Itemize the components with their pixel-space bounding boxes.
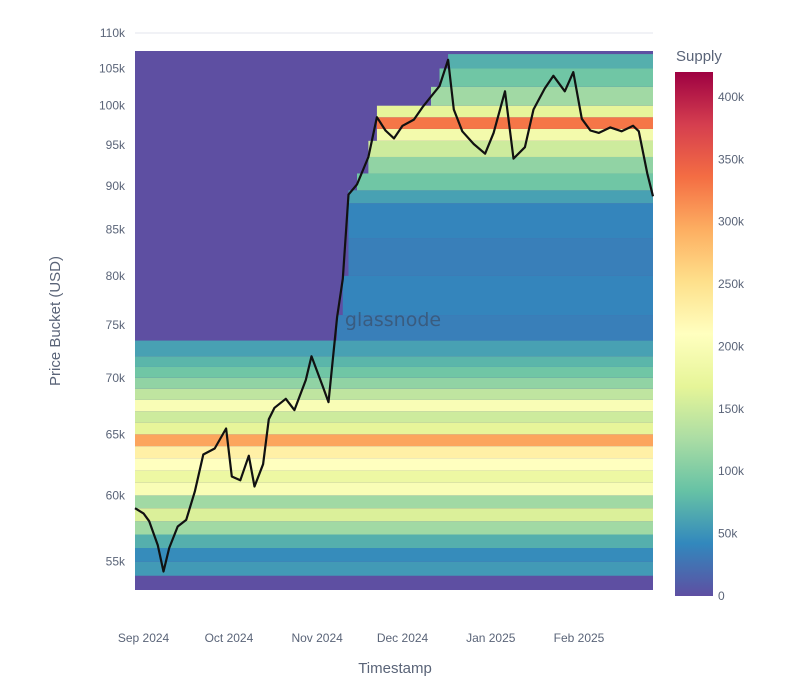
heatmap-band <box>376 105 653 118</box>
y-tick-label: 95k <box>106 138 126 152</box>
heatmap-band <box>135 366 653 378</box>
heatmap-band <box>135 521 653 535</box>
heatmap-band <box>348 190 653 204</box>
heatmap-band <box>135 399 653 412</box>
heatmap-band <box>135 458 653 471</box>
colorbar-tick-label: 400k <box>718 90 745 104</box>
colorbar-tick-labels: 0 50k 100k 150k 200k 250k 300k 350k 400k <box>718 90 745 603</box>
x-axis-title: Timestamp <box>358 660 432 677</box>
heatmap-band <box>135 534 653 548</box>
heatmap-band <box>448 54 653 69</box>
heatmap-band <box>135 561 653 576</box>
heatmap-band <box>135 340 653 357</box>
price-line-series <box>134 58 655 573</box>
heatmap-band <box>342 275 653 316</box>
colorbar-tick-label: 100k <box>718 464 745 478</box>
heatmap-band <box>135 356 653 367</box>
y-tick-labels: 55k 60k 65k 70k 75k 80k 85k 90k 95k 100k 105k 110k <box>99 26 126 569</box>
colorbar-tick-label: 250k <box>718 277 745 291</box>
heatmap-band <box>431 86 653 106</box>
y-tick-label: 55k <box>106 555 126 569</box>
colorbar-tick-label: 300k <box>718 215 745 229</box>
y-tick-label: 75k <box>106 318 126 332</box>
y-tick-label: 80k <box>106 269 126 283</box>
y-tick-label: 105k <box>99 61 126 75</box>
heatmap-band <box>135 377 653 389</box>
x-tick-label: Jan 2025 <box>466 631 516 645</box>
y-axis-title: Price Bucket (USD) <box>47 256 64 386</box>
heatmap-band <box>368 140 653 157</box>
heatmap-band <box>135 411 653 423</box>
y-tick-label: 65k <box>106 427 126 441</box>
heatmap-band <box>135 434 653 447</box>
x-tick-label: Oct 2024 <box>205 631 254 645</box>
heatmap-band <box>348 238 653 276</box>
x-tick-label: Sep 2024 <box>118 631 170 645</box>
heatmap-band <box>135 508 653 522</box>
heatmap-band <box>135 547 653 562</box>
heatmap-band <box>376 128 653 141</box>
colorbar-tick-label: 50k <box>718 527 738 541</box>
heatmap <box>135 51 653 590</box>
y-tick-label: 100k <box>99 99 126 113</box>
heatmap-band <box>348 203 653 239</box>
colorbar <box>675 72 713 596</box>
heatmap-band <box>135 422 653 435</box>
heatmap-band <box>135 482 653 496</box>
x-tick-label: Feb 2025 <box>554 631 605 645</box>
colorbar-tick-label: 200k <box>718 339 745 353</box>
heatmap-band <box>135 446 653 459</box>
colorbar-tick-label: 350k <box>718 152 745 166</box>
colorbar-tick-label: 150k <box>718 402 745 416</box>
heatmap-band <box>368 156 653 174</box>
heatmap-band <box>337 315 653 341</box>
heatmap-band <box>135 470 653 483</box>
heatmap-band <box>376 117 653 129</box>
heatmap-band <box>135 388 653 400</box>
heatmap-band <box>135 495 653 509</box>
y-tick-label: 90k <box>106 179 126 193</box>
colorbar-tick-label: 0 <box>718 589 725 603</box>
colorbar-title: Supply <box>676 48 722 65</box>
x-tick-label: Nov 2024 <box>291 631 343 645</box>
y-tick-label: 85k <box>106 223 126 237</box>
heatmap-band <box>357 173 653 191</box>
x-tick-labels: Sep 2024 Oct 2024 Nov 2024 Dec 2024 Jan 2025… <box>118 631 605 645</box>
y-tick-label: 70k <box>106 371 126 385</box>
watermark: glassnode <box>345 309 441 331</box>
heatmap-band <box>439 68 653 87</box>
x-tick-label: Dec 2024 <box>377 631 429 645</box>
y-tick-label: 60k <box>106 488 126 502</box>
y-tick-label: 110k <box>100 26 126 40</box>
